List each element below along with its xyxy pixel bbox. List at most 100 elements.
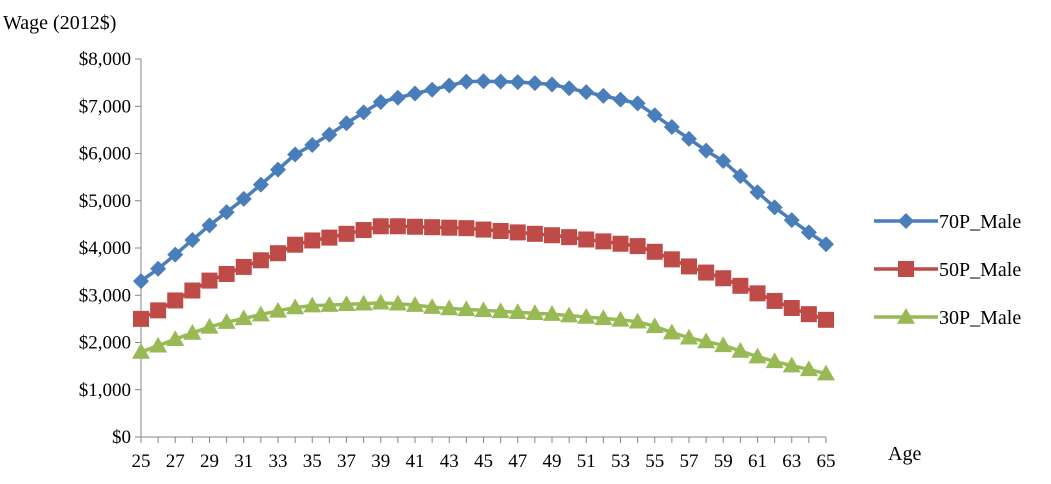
data-point (321, 229, 338, 246)
legend-entry: 30P_Male (874, 307, 1021, 329)
data-point (389, 89, 406, 106)
data-point (287, 146, 304, 163)
data-point (525, 304, 544, 320)
data-point (184, 231, 201, 248)
legend: 70P_Male 50P_Male 30P_Male (874, 211, 1021, 329)
legend-label: 70P_Male (939, 211, 1021, 233)
data-point (201, 272, 218, 289)
data-point (595, 233, 612, 250)
x-tick-label: 61 (748, 451, 767, 472)
data-point (252, 176, 269, 193)
data-point (783, 300, 800, 317)
data-point (578, 231, 595, 248)
data-point (252, 252, 269, 269)
data-point (611, 310, 630, 327)
data-point (218, 265, 235, 282)
x-tick-label: 59 (714, 451, 733, 472)
data-point (595, 87, 612, 104)
x-tick-label: 63 (782, 451, 801, 472)
data-point (817, 364, 835, 381)
y-tick-label: $6,000 (79, 144, 131, 165)
data-point (150, 302, 167, 319)
x-tick-label: 37 (337, 451, 356, 472)
data-point (234, 309, 253, 326)
data-point (371, 293, 390, 310)
data-point (235, 258, 252, 275)
data-point (663, 119, 680, 136)
data-point (782, 356, 801, 373)
data-point (441, 77, 458, 94)
x-tick-label: 25 (132, 451, 151, 472)
data-point (303, 296, 322, 313)
data-point (320, 296, 339, 312)
legend-entry: 70P_Male (874, 211, 1021, 233)
y-axis-title: Wage (2012$) (3, 12, 116, 34)
data-point (748, 347, 767, 364)
data-point (337, 295, 356, 311)
x-axis: 25 27 29 31 33 35 37 39 41 43 45 47 49 51 53 55 57 59 61 63… (132, 436, 836, 472)
y-tick-label: $8,000 (79, 49, 131, 70)
data-point (150, 260, 167, 277)
x-tick-label: 35 (303, 451, 322, 472)
data-point (441, 219, 458, 236)
data-point (167, 292, 184, 309)
x-tick-label: 51 (577, 451, 596, 472)
data-point (354, 294, 373, 311)
data-point (766, 199, 783, 216)
data-point (475, 221, 492, 238)
data-point (166, 330, 185, 346)
legend-marker (898, 213, 914, 229)
y-tick-label: $4,000 (79, 238, 131, 259)
data-point (270, 161, 286, 178)
data-point (715, 153, 732, 170)
y-axis: $0 $1,000 $2,000 $3,000 $4,000 $5,000 $6,000 $7… (79, 49, 142, 448)
data-point (509, 224, 526, 241)
data-point (424, 81, 441, 98)
data-point (783, 212, 800, 229)
data-point (714, 336, 733, 353)
data-point (680, 328, 698, 345)
x-tick-label: 31 (234, 451, 253, 472)
y-tick-label: $0 (112, 427, 131, 448)
data-point (544, 76, 560, 93)
x-tick-label: 43 (440, 451, 459, 472)
data-point (577, 307, 596, 324)
data-point (509, 74, 526, 91)
data-point (561, 229, 578, 246)
data-point (372, 218, 389, 235)
data-point (132, 342, 150, 359)
y-tick-label: $3,000 (79, 285, 131, 306)
data-point (149, 336, 168, 353)
y-tick-label: $2,000 (79, 333, 131, 354)
x-tick-label: 39 (371, 451, 390, 472)
data-point (200, 317, 219, 334)
data-point (818, 311, 834, 328)
data-point (423, 298, 442, 314)
x-tick-label: 41 (406, 451, 425, 472)
data-point (765, 352, 784, 369)
x-tick-label: 55 (645, 451, 664, 472)
data-point (526, 225, 543, 242)
data-point (458, 73, 475, 90)
data-point (458, 220, 475, 237)
data-point (338, 115, 355, 132)
data-point (491, 302, 510, 319)
data-point (698, 142, 715, 159)
data-point (372, 93, 389, 110)
x-tick-label: 33 (269, 451, 288, 472)
data-point (235, 190, 252, 207)
data-point (424, 219, 441, 236)
y-tick-label: $1,000 (79, 380, 131, 401)
series-30P_Male (132, 293, 835, 381)
x-tick-label: 49 (543, 451, 562, 472)
data-point (355, 104, 372, 121)
data-point (681, 130, 697, 147)
data-point (388, 294, 407, 311)
data-point (612, 91, 629, 108)
x-tick-label: 45 (474, 451, 493, 472)
series-50P_Male (133, 218, 834, 328)
data-point (732, 168, 749, 185)
data-point (269, 301, 287, 318)
data-point (662, 323, 681, 340)
